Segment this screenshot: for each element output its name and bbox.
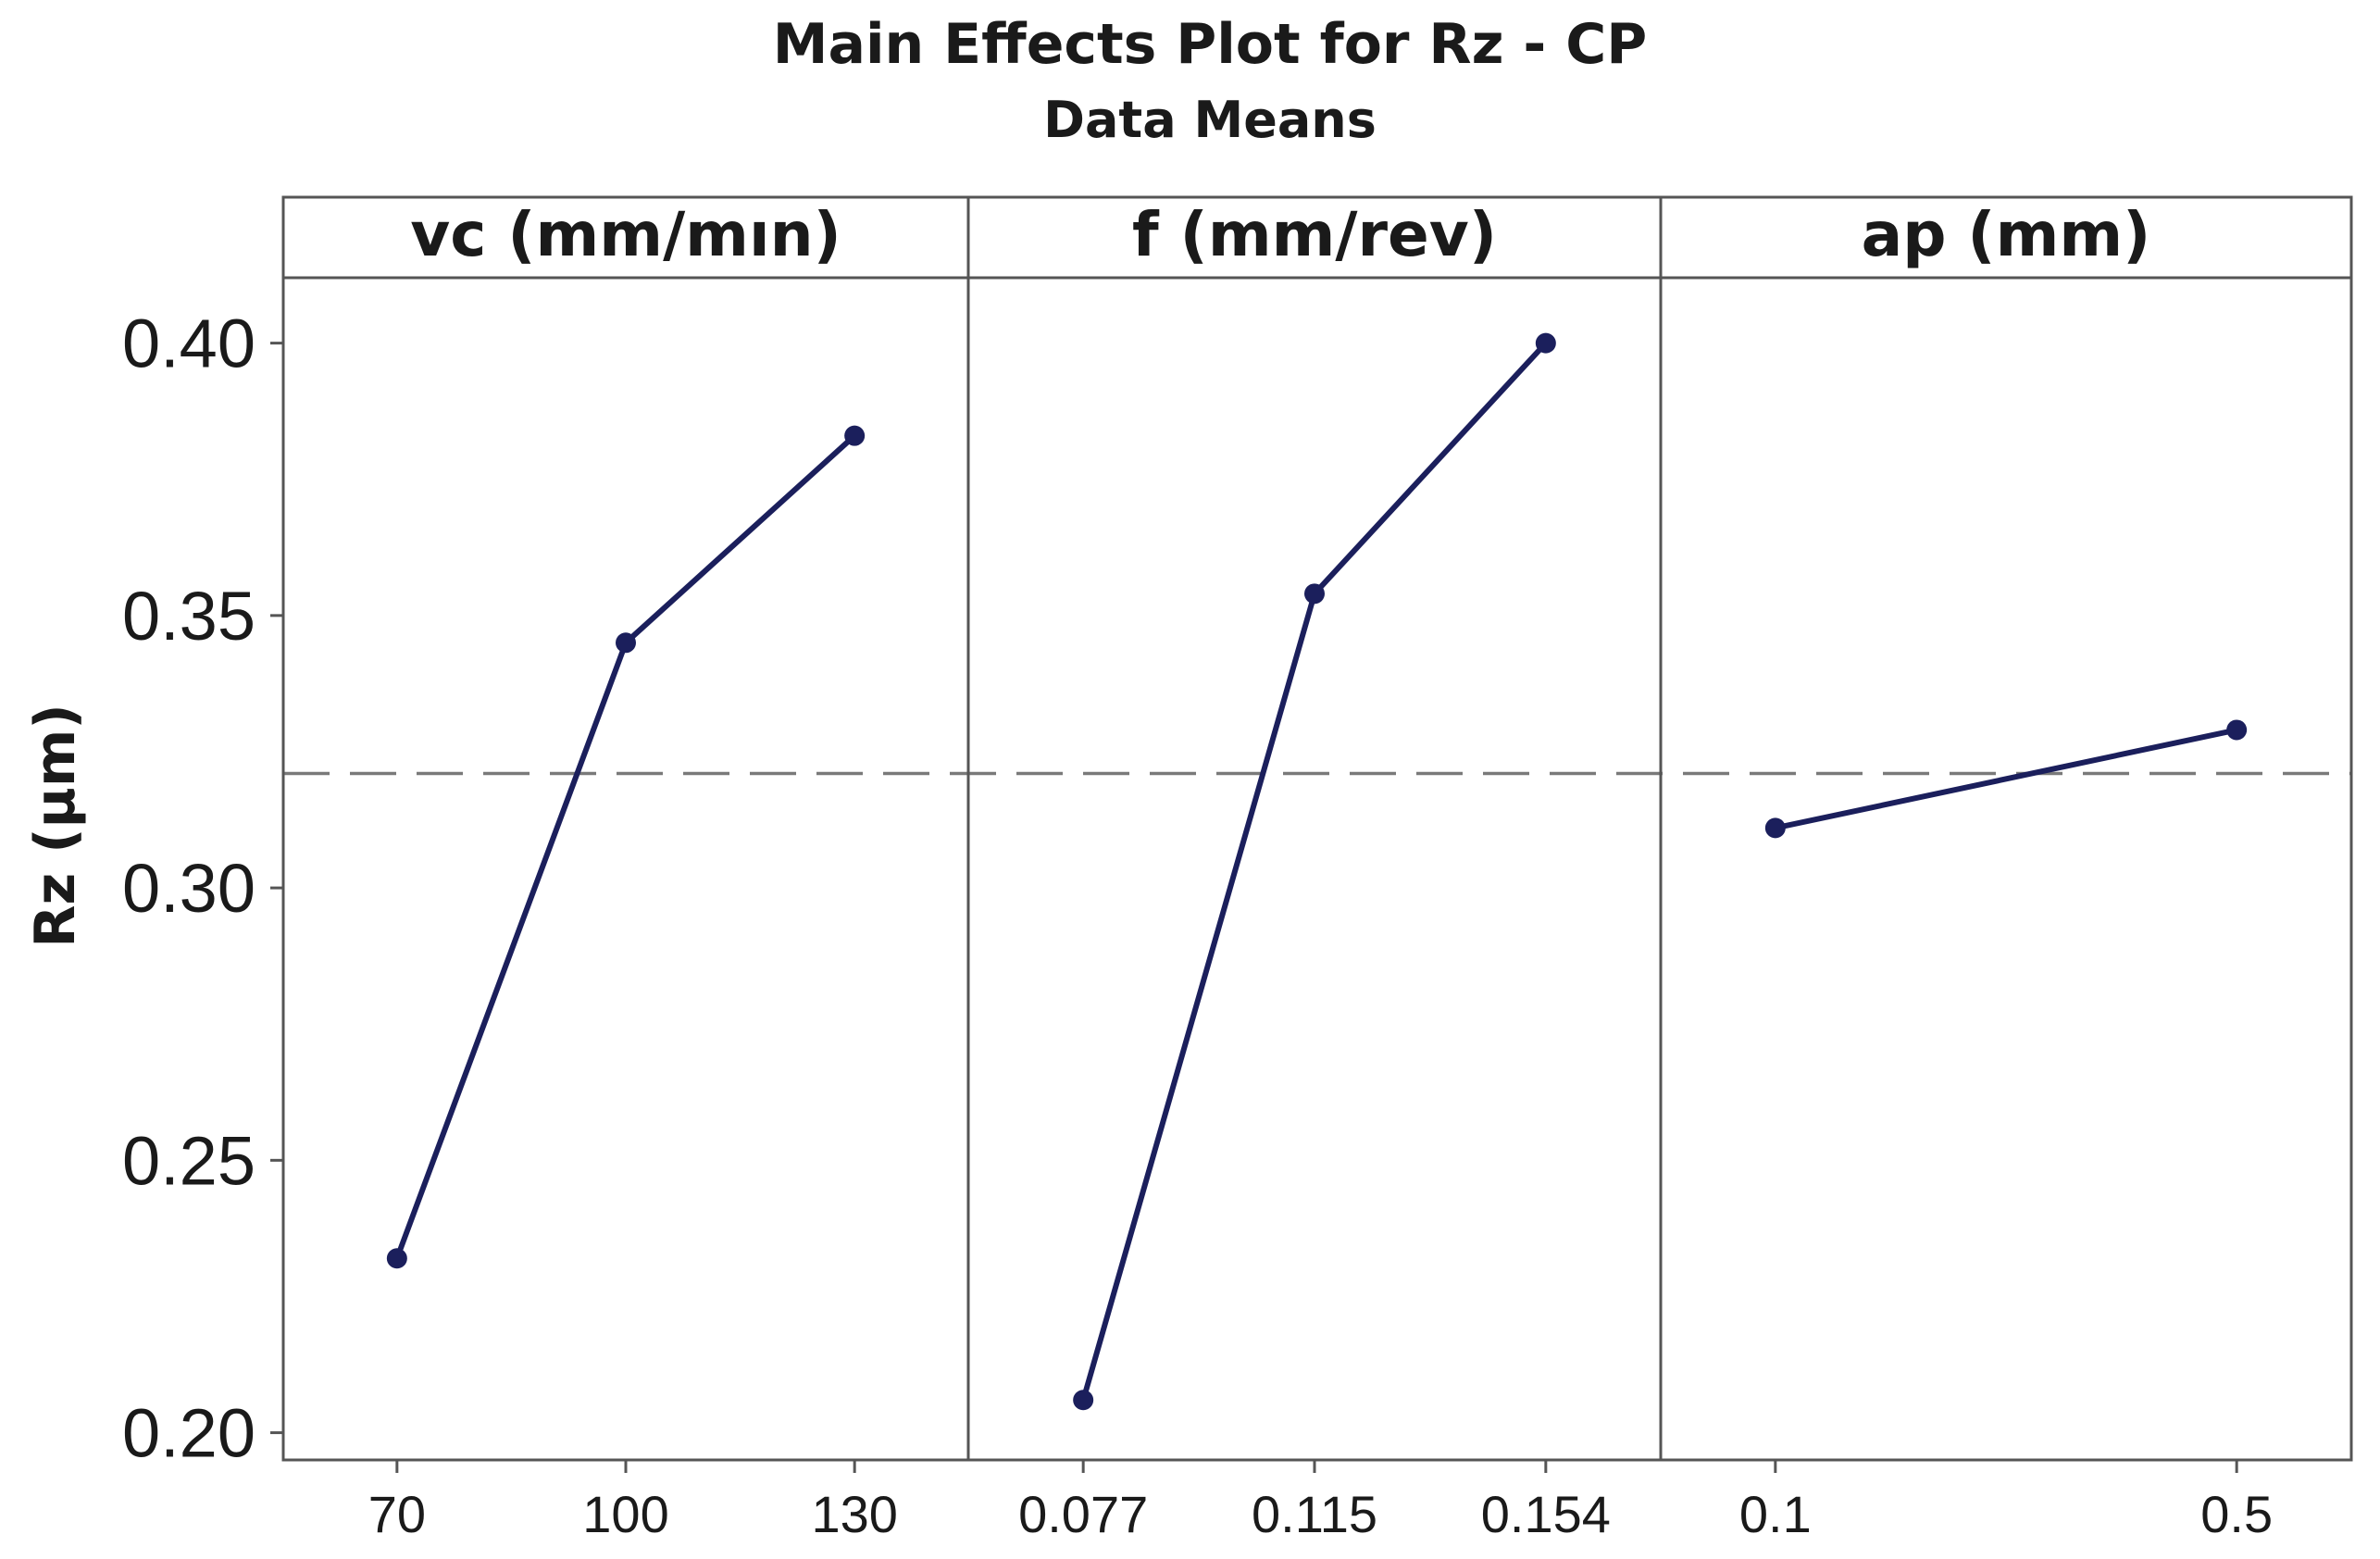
chart-subtitle: Data Means: [1043, 91, 1377, 149]
x-tick-label: 0.154: [1481, 1485, 1611, 1543]
data-point: [616, 632, 636, 654]
x-tick-label: 0.5: [2200, 1485, 2273, 1543]
data-point: [1304, 583, 1325, 605]
x-tick-label: 100: [582, 1485, 668, 1543]
y-tick-label: 0.25: [122, 1122, 255, 1199]
panel-label-2: f (mm/rev): [1132, 199, 1497, 270]
data-point: [1535, 332, 1556, 354]
data-point: [1073, 1390, 1094, 1411]
y-tick-label: 0.20: [122, 1395, 255, 1472]
x-tick-label: 0.115: [1252, 1485, 1377, 1543]
x-tick-label: 0.1: [1739, 1485, 1812, 1543]
data-point: [844, 425, 866, 446]
panel-label-3: ap (mm): [1862, 199, 2151, 270]
y-tick-label: 0.35: [122, 578, 255, 655]
x-tick-label: 70: [368, 1485, 426, 1543]
plot-area: 0.20 0.25 0.30 0.35 0.40 vc (mm/mın) 70 100 130 f…: [122, 195, 2353, 1543]
x-tick-label: 0.077: [1018, 1485, 1148, 1543]
y-axis-label: Rz (µm): [23, 704, 88, 948]
series-line-panel-1: [394, 433, 857, 1260]
chart-title: Main Effects Plot for Rz - CP: [773, 12, 1647, 77]
data-point: [2226, 719, 2248, 741]
data-point: [1764, 817, 1786, 839]
y-tick-label: 0.30: [122, 850, 255, 927]
series-line-panel-2: [1080, 341, 1549, 1402]
data-point: [386, 1248, 407, 1269]
x-tick-label: 130: [811, 1485, 897, 1543]
panel-label-1: vc (mm/mın): [410, 199, 841, 270]
series-line-panel-3: [1775, 727, 2237, 831]
y-tick-label: 0.40: [122, 306, 255, 382]
plot-frame: [281, 195, 2353, 1462]
